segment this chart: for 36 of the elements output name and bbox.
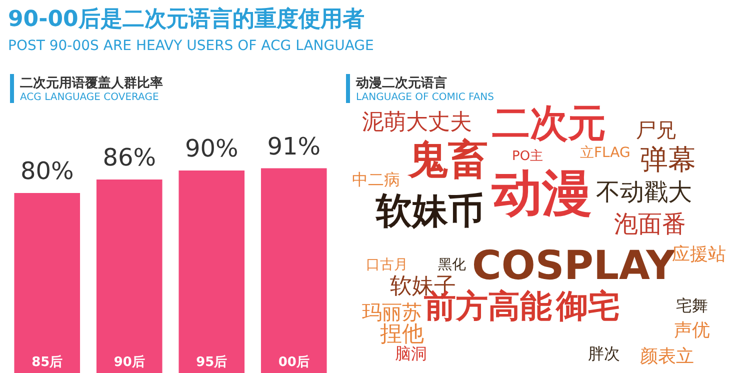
text: 声优 (674, 320, 710, 341)
x-tick-label: 85后 (32, 354, 63, 370)
chart-subtitle: POST 90-00S ARE HEAVY USERS OF ACG LANGUAGE (8, 38, 374, 54)
data-label: 91% (267, 132, 321, 160)
text: ACG LANGUAGE COVERAGE (20, 92, 160, 103)
x-tick-label: 00后 (278, 354, 310, 370)
data-label: 86% (102, 144, 156, 172)
text: 口古月 (366, 257, 408, 273)
text: 鬼畜 (408, 137, 488, 183)
text: 胖次 (588, 344, 620, 363)
chart-title: 90-00后是二次元语言的重度使用者 (8, 6, 364, 34)
data-label: 90% (184, 134, 238, 163)
text: 二次元 (492, 101, 606, 145)
text: 中二病 (352, 170, 400, 189)
text: 御宅 (556, 287, 620, 325)
text: 动漫二次元语言 (356, 74, 448, 92)
text: 尸兄 (636, 118, 676, 142)
text: PO主 (512, 149, 544, 164)
text: 捏他 (380, 322, 424, 347)
text: 不动戳大 (596, 178, 692, 206)
text: 玛丽苏 (362, 300, 422, 324)
text: LANGUAGE OF COMIC FANS (356, 92, 494, 103)
text: 二次元用语覆盖人群比率 (20, 74, 163, 92)
x-tick-label: 90后 (114, 354, 145, 370)
text: 泥萌大丈夫 (362, 110, 472, 135)
x-tick-label: 95后 (196, 354, 228, 370)
text: 立FLAG (580, 145, 630, 161)
text: 颜表立 (640, 346, 694, 367)
data-label: 80% (20, 157, 74, 186)
text: 宅舞 (676, 296, 708, 315)
text: 脑洞 (395, 344, 427, 363)
text: 动漫 (492, 164, 592, 222)
text: 泡面番 (614, 210, 686, 238)
text: 弹幕 (640, 143, 696, 176)
text: 黑化 (438, 257, 466, 273)
text: 软妹币 (376, 191, 484, 232)
